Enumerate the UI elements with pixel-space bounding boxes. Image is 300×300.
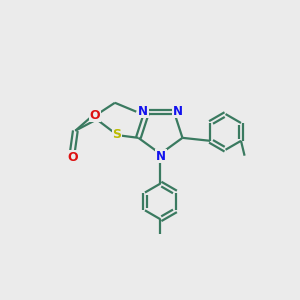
Text: N: N <box>156 150 166 163</box>
Text: O: O <box>89 109 100 122</box>
Text: N: N <box>172 105 183 118</box>
Text: S: S <box>112 128 122 141</box>
Text: N: N <box>138 105 148 118</box>
Text: O: O <box>67 151 78 164</box>
